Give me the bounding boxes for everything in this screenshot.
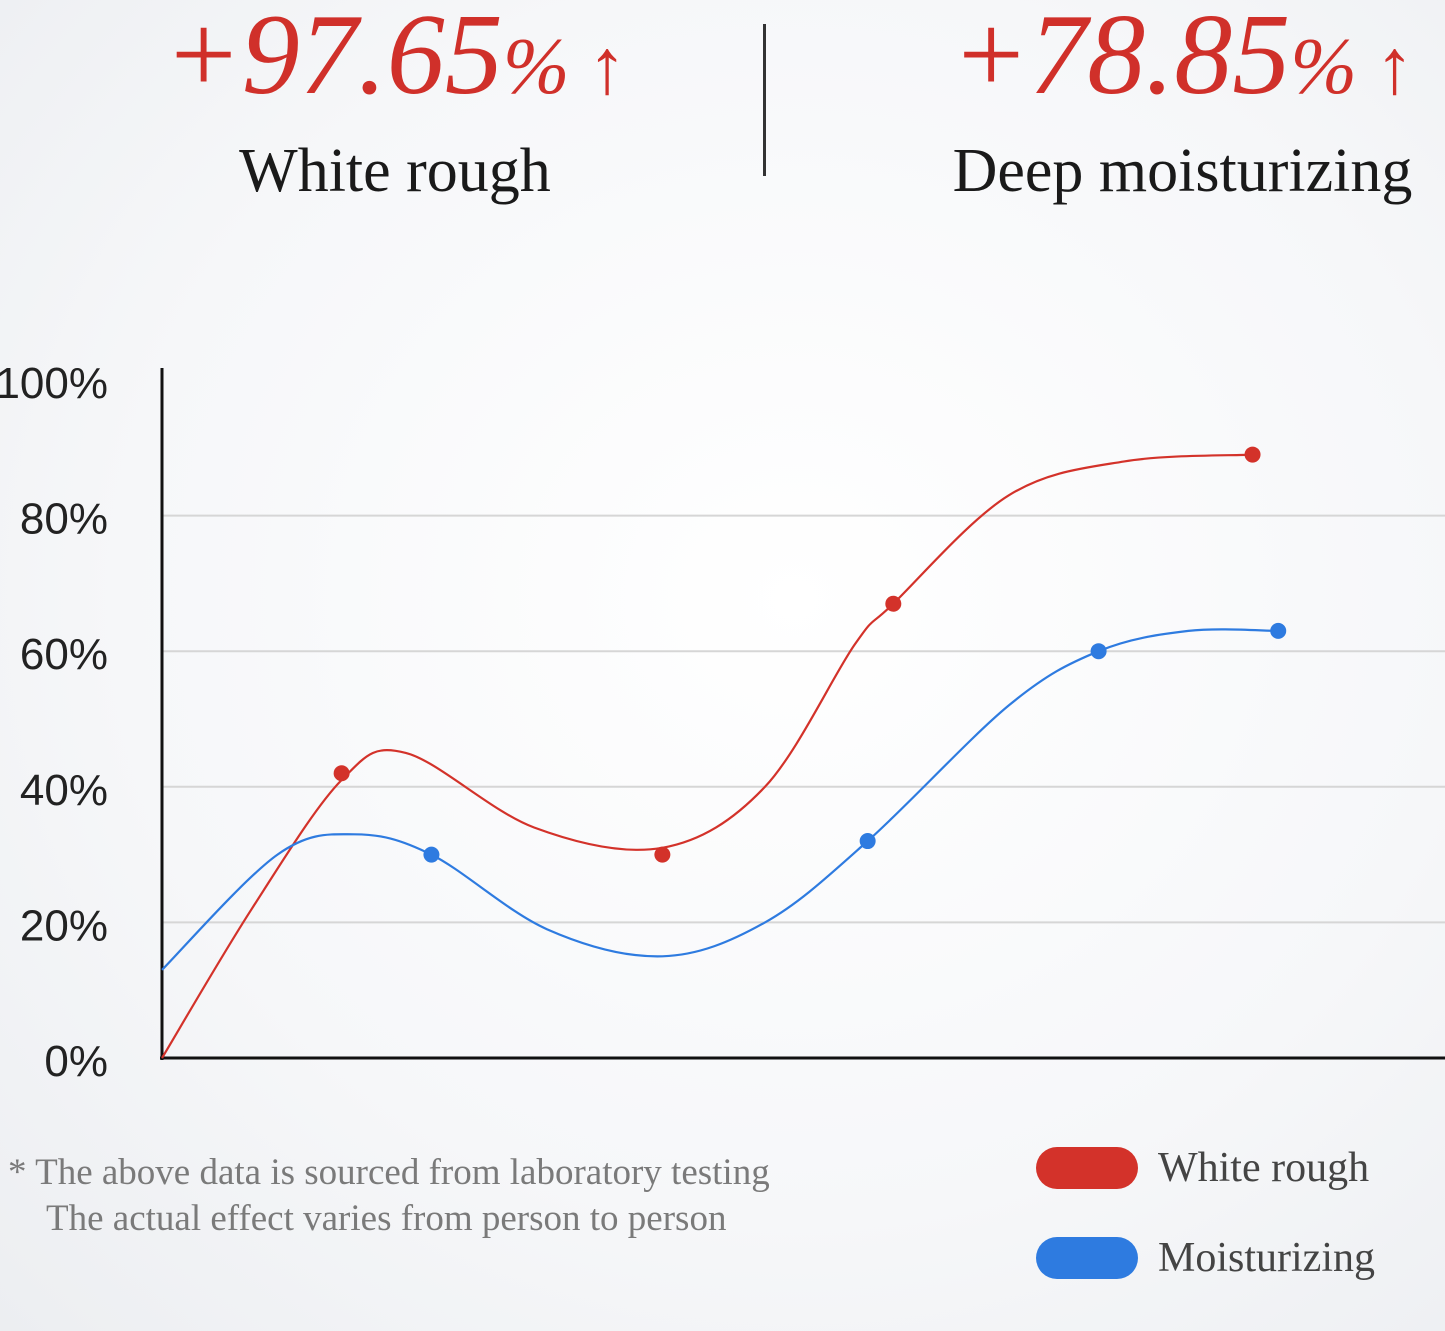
note-text-1: The above data is sourced from laborator… [35, 1152, 770, 1193]
data-point-moisturizing [1270, 622, 1287, 639]
data-point-white-rough [654, 846, 671, 863]
stat-value: +97.65 % ↑ [130, 0, 660, 122]
data-point-white-rough [885, 595, 902, 612]
note-line-2: The actual effect varies from person to … [46, 1198, 727, 1239]
series-line-moisturizing [161, 628, 1279, 971]
data-point-white-rough [333, 765, 350, 782]
legend-label: Moisturizing [1158, 1234, 1375, 1281]
data-point-moisturizing [423, 846, 440, 863]
stat-deep-moisturizing: +78.85 % ↑ Deep moisturizing [930, 0, 1435, 206]
stat-unit: % [502, 23, 570, 111]
arrow-up-icon: ↑ [587, 23, 627, 110]
stat-number: +78.85 [951, 0, 1291, 119]
stat-unit: % [1290, 23, 1357, 111]
y-tick-label: 100% [0, 359, 108, 408]
y-tick-label: 20% [20, 901, 108, 950]
stat-value: +78.85 % ↑ [930, 0, 1435, 122]
stat-label: White rough [239, 137, 551, 205]
y-tick-label: 60% [20, 630, 108, 679]
stat-label: Deep moisturizing [952, 137, 1413, 205]
chart-legend: White rough Moisturizing [1036, 1140, 1375, 1320]
stats-divider [763, 24, 766, 176]
legend-item-moisturizing: Moisturizing [1036, 1230, 1375, 1285]
asterisk: * [8, 1152, 27, 1193]
data-point-white-rough [1244, 446, 1261, 463]
series-line-white-rough [161, 453, 1253, 1059]
stat-number: +97.65 [163, 0, 503, 119]
data-point-moisturizing [1090, 643, 1107, 660]
y-tick-label: 0% [44, 1037, 108, 1080]
line-chart: 0% 20% 40% 60% 80% 100% [0, 359, 1445, 1080]
data-point-moisturizing [859, 833, 876, 850]
note-line-1: * The above data is sourced from laborat… [8, 1150, 770, 1196]
stat-white-rough: +97.65 % ↑ White rough [130, 0, 660, 206]
legend-swatch [1036, 1146, 1138, 1189]
legend-item-white-rough: White rough [1036, 1140, 1375, 1195]
y-tick-label: 40% [20, 766, 108, 815]
disclaimer-note: * The above data is sourced from laborat… [8, 1150, 770, 1242]
y-tick-label: 80% [20, 495, 108, 544]
arrow-up-icon: ↑ [1374, 23, 1414, 110]
legend-label: White rough [1158, 1144, 1370, 1191]
legend-swatch [1036, 1236, 1138, 1279]
